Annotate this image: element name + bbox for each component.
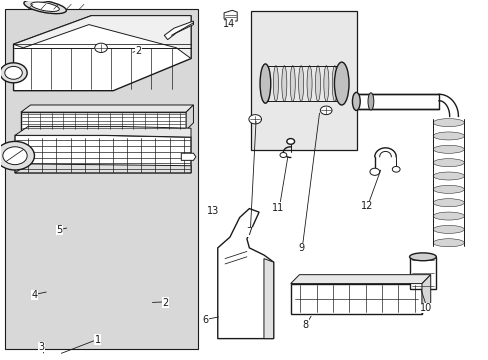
Text: 2: 2 xyxy=(135,46,142,56)
Ellipse shape xyxy=(352,93,360,111)
Ellipse shape xyxy=(432,185,463,193)
Ellipse shape xyxy=(432,172,463,180)
Polygon shape xyxy=(290,275,430,284)
Ellipse shape xyxy=(281,66,286,102)
Circle shape xyxy=(0,141,34,170)
Ellipse shape xyxy=(331,66,337,102)
Polygon shape xyxy=(21,112,186,130)
Text: 3: 3 xyxy=(38,342,44,352)
Ellipse shape xyxy=(432,239,463,247)
Ellipse shape xyxy=(260,64,270,103)
Text: 5: 5 xyxy=(57,225,63,235)
Ellipse shape xyxy=(432,118,463,127)
Bar xyxy=(356,94,438,109)
Text: 9: 9 xyxy=(298,243,304,253)
Text: 8: 8 xyxy=(302,320,308,330)
Polygon shape xyxy=(14,16,191,91)
Ellipse shape xyxy=(315,66,320,102)
Circle shape xyxy=(95,43,107,53)
Text: 4: 4 xyxy=(31,290,38,300)
Text: 12: 12 xyxy=(360,201,372,211)
Ellipse shape xyxy=(323,66,328,102)
Ellipse shape xyxy=(334,62,348,105)
Text: 7: 7 xyxy=(246,227,252,237)
Ellipse shape xyxy=(306,66,311,102)
Polygon shape xyxy=(250,12,357,150)
Polygon shape xyxy=(164,21,193,40)
Polygon shape xyxy=(21,105,193,112)
Ellipse shape xyxy=(367,93,373,110)
Circle shape xyxy=(3,147,27,165)
Text: 13: 13 xyxy=(206,206,219,216)
Polygon shape xyxy=(224,10,237,21)
Ellipse shape xyxy=(31,2,59,12)
Ellipse shape xyxy=(432,212,463,220)
Polygon shape xyxy=(15,135,191,173)
Ellipse shape xyxy=(432,145,463,153)
Polygon shape xyxy=(181,153,196,160)
Circle shape xyxy=(320,106,331,114)
Circle shape xyxy=(391,166,399,172)
Ellipse shape xyxy=(264,66,269,102)
Bar xyxy=(290,284,421,314)
Polygon shape xyxy=(5,9,198,348)
Text: 10: 10 xyxy=(419,303,431,313)
Ellipse shape xyxy=(298,66,303,102)
Text: 11: 11 xyxy=(272,203,284,212)
Ellipse shape xyxy=(289,66,295,102)
Circle shape xyxy=(280,153,286,157)
Ellipse shape xyxy=(24,0,66,14)
Ellipse shape xyxy=(273,66,278,102)
Ellipse shape xyxy=(432,159,463,167)
Text: 6: 6 xyxy=(202,315,208,325)
Polygon shape xyxy=(186,105,193,130)
Polygon shape xyxy=(15,126,191,137)
Bar xyxy=(409,257,435,289)
Circle shape xyxy=(248,114,261,124)
Polygon shape xyxy=(264,258,273,339)
Circle shape xyxy=(5,66,22,79)
Circle shape xyxy=(0,63,27,83)
Ellipse shape xyxy=(432,132,463,140)
Polygon shape xyxy=(14,16,191,59)
Circle shape xyxy=(369,168,379,175)
Polygon shape xyxy=(217,208,273,339)
Circle shape xyxy=(286,139,294,144)
Polygon shape xyxy=(421,275,430,314)
Ellipse shape xyxy=(409,253,435,261)
Text: 1: 1 xyxy=(94,335,101,345)
Ellipse shape xyxy=(432,199,463,207)
Text: 2: 2 xyxy=(163,297,168,307)
Polygon shape xyxy=(15,164,191,173)
Ellipse shape xyxy=(432,225,463,233)
Text: 14: 14 xyxy=(223,19,235,29)
